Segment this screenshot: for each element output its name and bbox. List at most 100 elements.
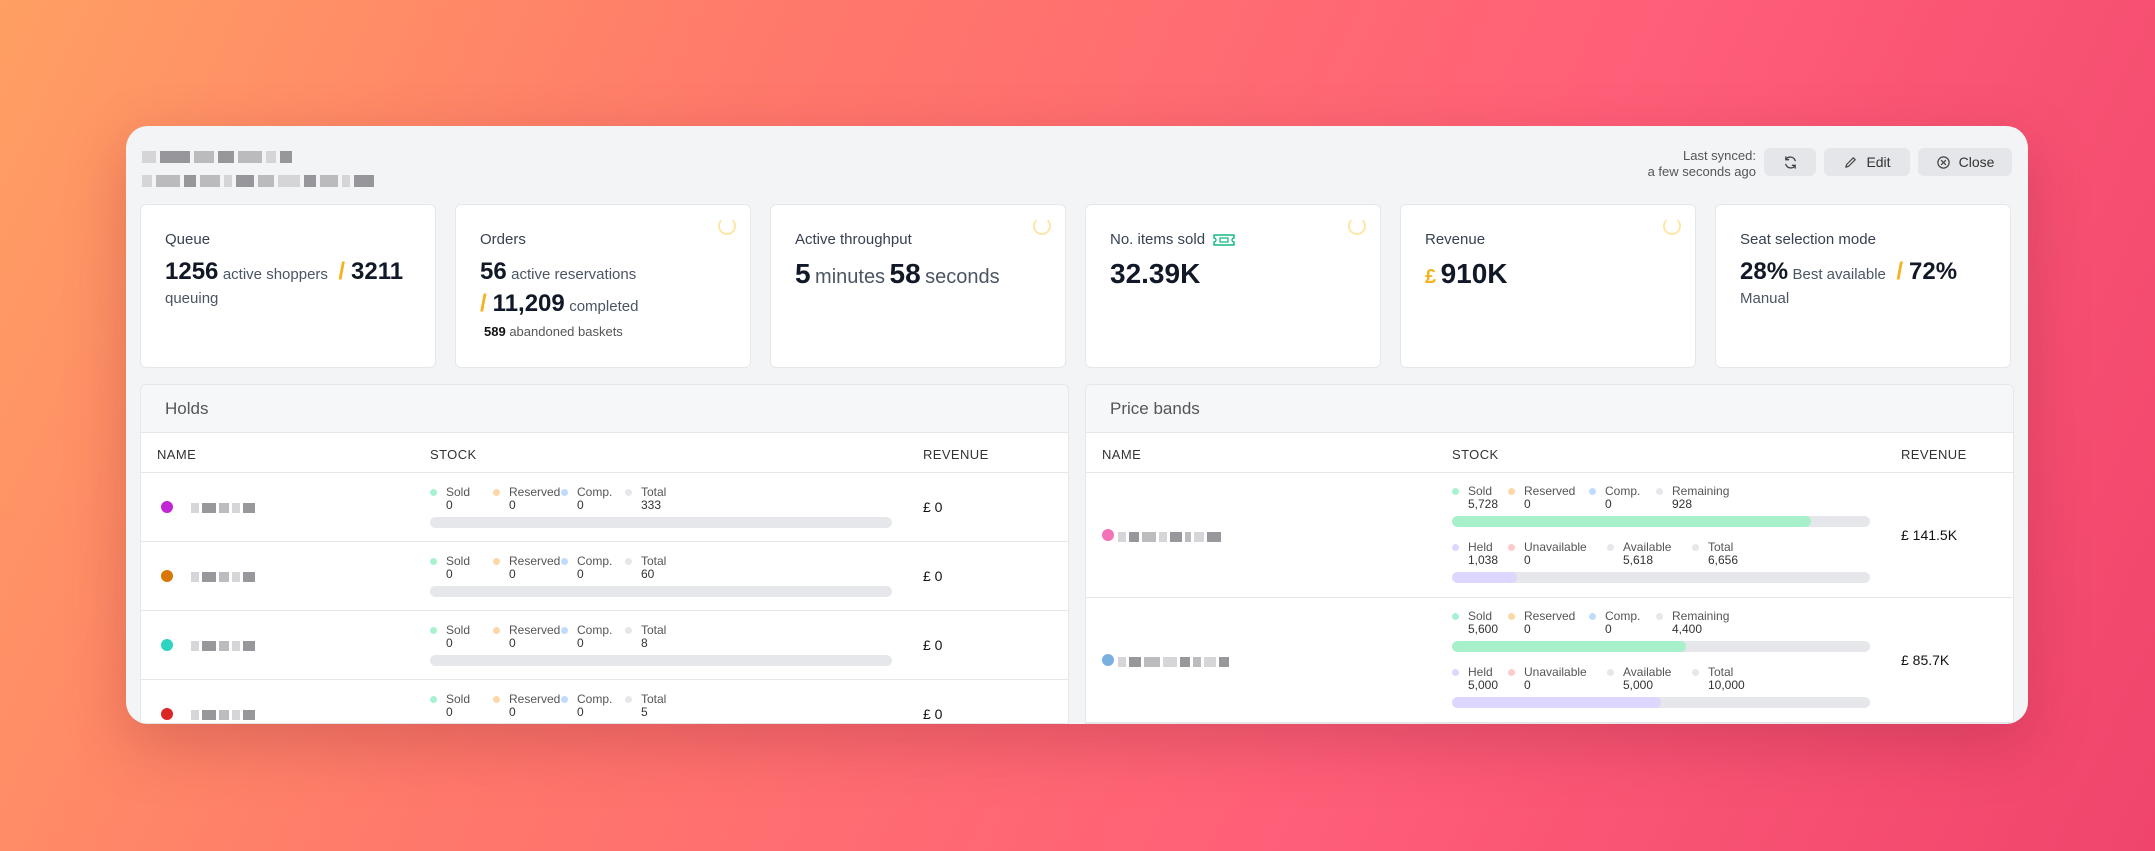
stat-total-value: 5 [641,705,648,719]
revenue-value: £ 141.5K [1901,527,1958,543]
minutes-value: 5 [795,258,811,289]
legend-dot [1589,613,1596,620]
stat-comp: Comp. 0 [1589,610,1640,636]
stat-reserved-value: 0 [509,567,516,581]
close-circle-icon [1936,155,1950,169]
stat-comp-label: Comp. [577,554,613,568]
completed-label: completed [569,298,639,315]
legend-dot [430,489,437,496]
sold-progress-bar [1452,641,1870,652]
loading-spinner-icon [718,217,736,235]
stat-reserved-value: 0 [1524,622,1531,636]
stat-remaining-label: Remaining [1672,609,1730,623]
stat-comp-value: 0 [577,567,584,581]
legend-dot [1589,488,1596,495]
legend-dot [430,558,437,565]
price-bands-panel: Price bands NAME STOCK REVENUE Sold 5,728… [1085,384,2014,724]
stat-total: Total 10,000 [1692,665,1745,692]
event-title-redacted [142,148,378,190]
loading-spinner-icon [1033,217,1051,235]
table-row[interactable]: Sold 5,728 Reserved 0 Comp. 0 Remaining 928 Held… [1086,473,2013,598]
abandoned-label: abandoned baskets [509,324,623,339]
stat-total: Total 60 [625,555,666,581]
queuing-value: 3211 [351,258,404,285]
stat-reserved: Reserved 0 [493,486,560,512]
dashboard-window: Last synced: a few seconds ago Edit Clos… [126,126,2028,724]
items-sold-value: 32.39K [1110,258,1201,289]
stat-sold-label: Sold [1468,484,1493,498]
stat-reserved: Reserved 0 [493,624,560,650]
table-row[interactable]: Sold 0 Reserved 0 Comp. 0 Total 5 £ 0 [141,680,1068,723]
stat-total-value: 6,656 [1708,553,1739,567]
stat-total-label: Total [641,485,667,499]
stat-reserved: Reserved 0 [1508,610,1575,636]
table-row[interactable]: Sold 0 Reserved 0 Comp. 0 Total 60 £ 0 [141,542,1068,611]
stat-reserved: Reserved 0 [493,692,561,719]
revenue-label: Revenue [1425,231,1486,248]
name-redacted [191,637,258,655]
legend-dot [493,627,500,634]
legend-dot [561,489,568,496]
stat-sold-value: 5,600 [1468,622,1499,636]
stat-comp-value: 0 [577,498,584,512]
throughput-label: Active throughput [795,231,912,248]
stat-available-label: Available [1623,540,1672,554]
stat-available: Available 5,000 [1607,666,1671,692]
stat-available-value: 5,618 [1623,553,1654,567]
stat-total-label: Total [1708,540,1734,554]
items-sold-card: No. items sold 32.39K [1085,204,1381,368]
stock-bar [430,655,892,666]
revenue-value: £ 0 [923,706,943,722]
stat-remaining-label: Remaining [1672,484,1730,498]
table-row[interactable]: Sold 0 Reserved 0 Comp. 0 Total 8 £ 0 [141,611,1068,680]
stat-reserved-label: Reserved [509,692,561,706]
stat-sold: Sold 0 [430,485,471,512]
legend-dot [1452,488,1459,495]
legend-dot [561,627,568,634]
table-row[interactable]: Sold 0 Reserved 0 Comp. 0 Total 333 £ 0 [141,473,1068,542]
stat-sold-label: Sold [446,485,471,499]
stat-sold-label: Sold [1468,609,1493,623]
band-color-dot [1102,529,1114,541]
pencil-icon [1845,156,1857,168]
legend-dot [625,696,632,703]
stat-unavailable-value: 0 [1524,678,1531,692]
column-stock: STOCK [1452,447,1499,462]
holds-title: Holds [141,385,1068,433]
refresh-button[interactable] [1764,148,1816,176]
legend-dot [561,558,568,565]
legend-dot [1508,669,1515,676]
stat-total-label: Total [1708,665,1734,679]
held-fill [1452,697,1661,708]
stat-sold: Sold 5,728 [1452,484,1498,511]
manual-value: 72% [1909,258,1958,285]
close-button[interactable]: Close [1918,148,2012,176]
held-progress-bar [1452,697,1870,708]
stat-held: Held 1,038 [1452,541,1499,567]
table-row[interactable]: Sold 5,600 Reserved 0 Comp. 0 Remaining 4,400 He… [1086,598,2013,723]
stat-remaining: Remaining 4,400 [1656,609,1730,636]
seconds-value: 58 [889,258,921,289]
legend-dot [493,696,500,703]
stat-reserved-value: 0 [509,498,516,512]
revenue-value: £ 0 [923,568,943,584]
stat-sold-value: 0 [446,705,453,719]
sold-fill [1452,516,1812,527]
stat-comp-label: Comp. [1605,484,1641,498]
queue-card: Queue 1256 active shoppers /3211 queuing [140,204,436,368]
name-redacted [1118,653,1232,671]
stat-sold: Sold 0 [430,693,470,719]
stat-sold: Sold 0 [430,555,470,581]
holds-table-header: NAME STOCK REVENUE [141,433,1068,473]
stat-total: Total 5 [625,693,666,719]
edit-button[interactable]: Edit [1824,148,1910,176]
sold-progress-bar [1452,516,1870,527]
stat-total-value: 8 [641,636,648,650]
stat-unavailable-label: Unavailable [1524,540,1587,554]
orders-card: Orders 56 active reservations /11,209 co… [455,204,751,368]
stat-held-value: 1,038 [1468,553,1499,567]
stat-comp-label: Comp. [577,692,613,706]
stat-remaining-value: 4,400 [1672,622,1703,636]
stat-comp: Comp. 0 [561,486,612,512]
revenue-value: £ 85.7K [1901,652,1950,668]
